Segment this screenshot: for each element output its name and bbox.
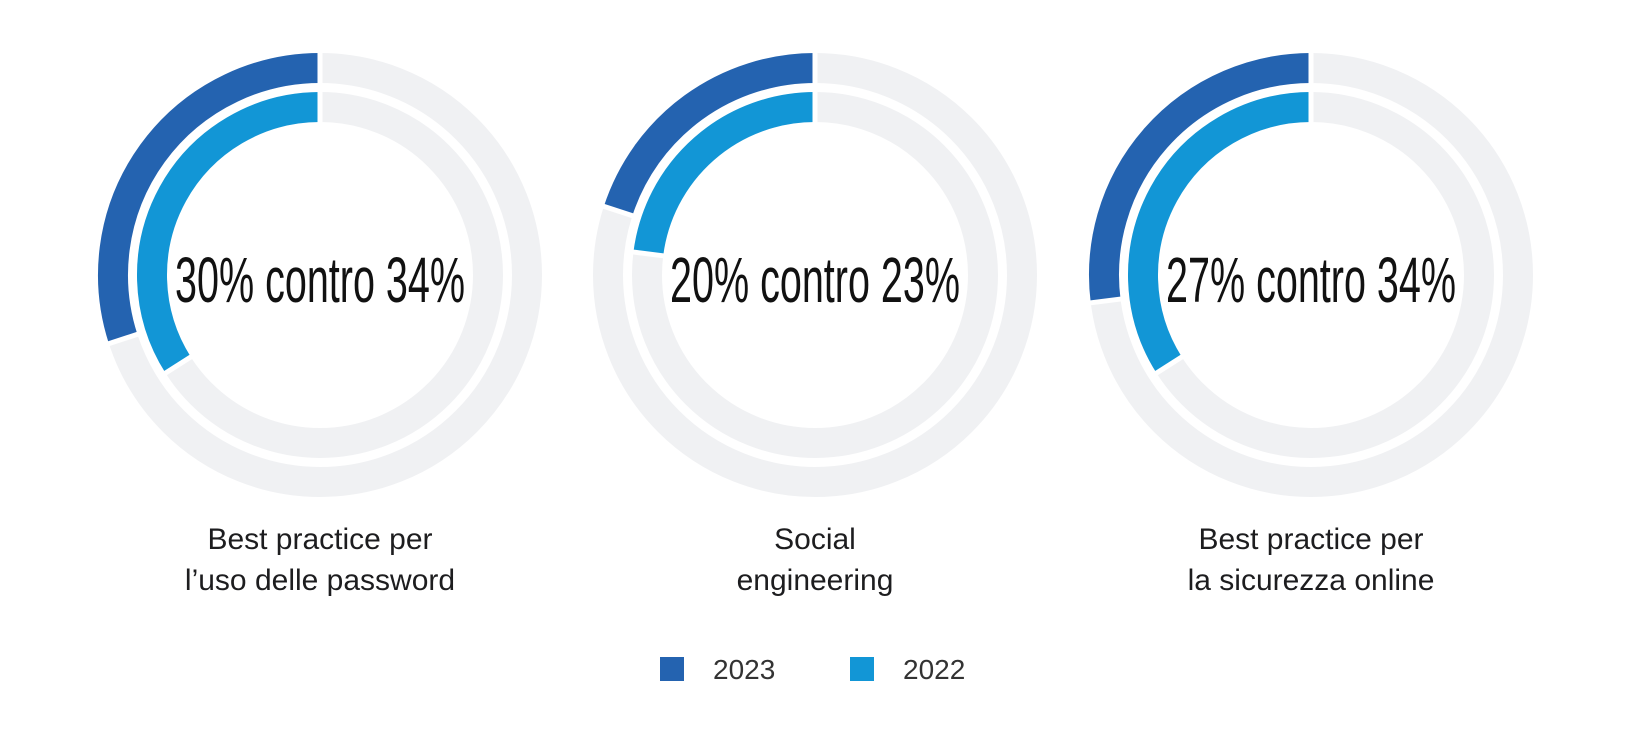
arc-gap-end-2023 [106, 331, 140, 347]
caption-line: Best practice per [207, 523, 433, 556]
arc-2022 [1128, 92, 1312, 374]
caption-line: la sicurezza online [1187, 564, 1435, 597]
arc-2022 [633, 92, 816, 257]
chart-caption-online-security: Best practice per la sicurezza online [1111, 519, 1511, 601]
arc-gap-end-2022 [163, 353, 194, 376]
chart-caption-password: Best practice per l’uso delle password [120, 519, 520, 601]
legend-label-2023: 2023 [713, 654, 776, 685]
legend-label-2022: 2022 [903, 654, 966, 685]
legend-swatch-2023 [660, 657, 684, 681]
arc-gap-end-2023 [1088, 296, 1122, 306]
legend: 2023 2022 [0, 655, 1637, 689]
arc-2023 [603, 53, 816, 216]
center-value-label: 20% contro 23% [670, 244, 960, 316]
center-value-label: 27% contro 34% [1166, 244, 1456, 316]
arc-gap-end-2022 [1154, 353, 1185, 376]
caption-line: Best practice per [1198, 523, 1424, 556]
arc-gap-end-2022 [632, 249, 666, 259]
center-value-label: 30% contro 34% [175, 244, 465, 316]
arc-2023 [1089, 53, 1312, 303]
chart-caption-social-engineering: Social engineering [615, 519, 1015, 601]
arc-gap-end-2023 [601, 203, 635, 219]
caption-line: l’uso delle password [184, 564, 456, 597]
arc-2022 [137, 92, 321, 374]
arc-2023 [98, 53, 321, 344]
caption-line: engineering [736, 564, 894, 597]
caption-line: Social [774, 523, 856, 556]
legend-swatch-2022 [850, 657, 874, 681]
